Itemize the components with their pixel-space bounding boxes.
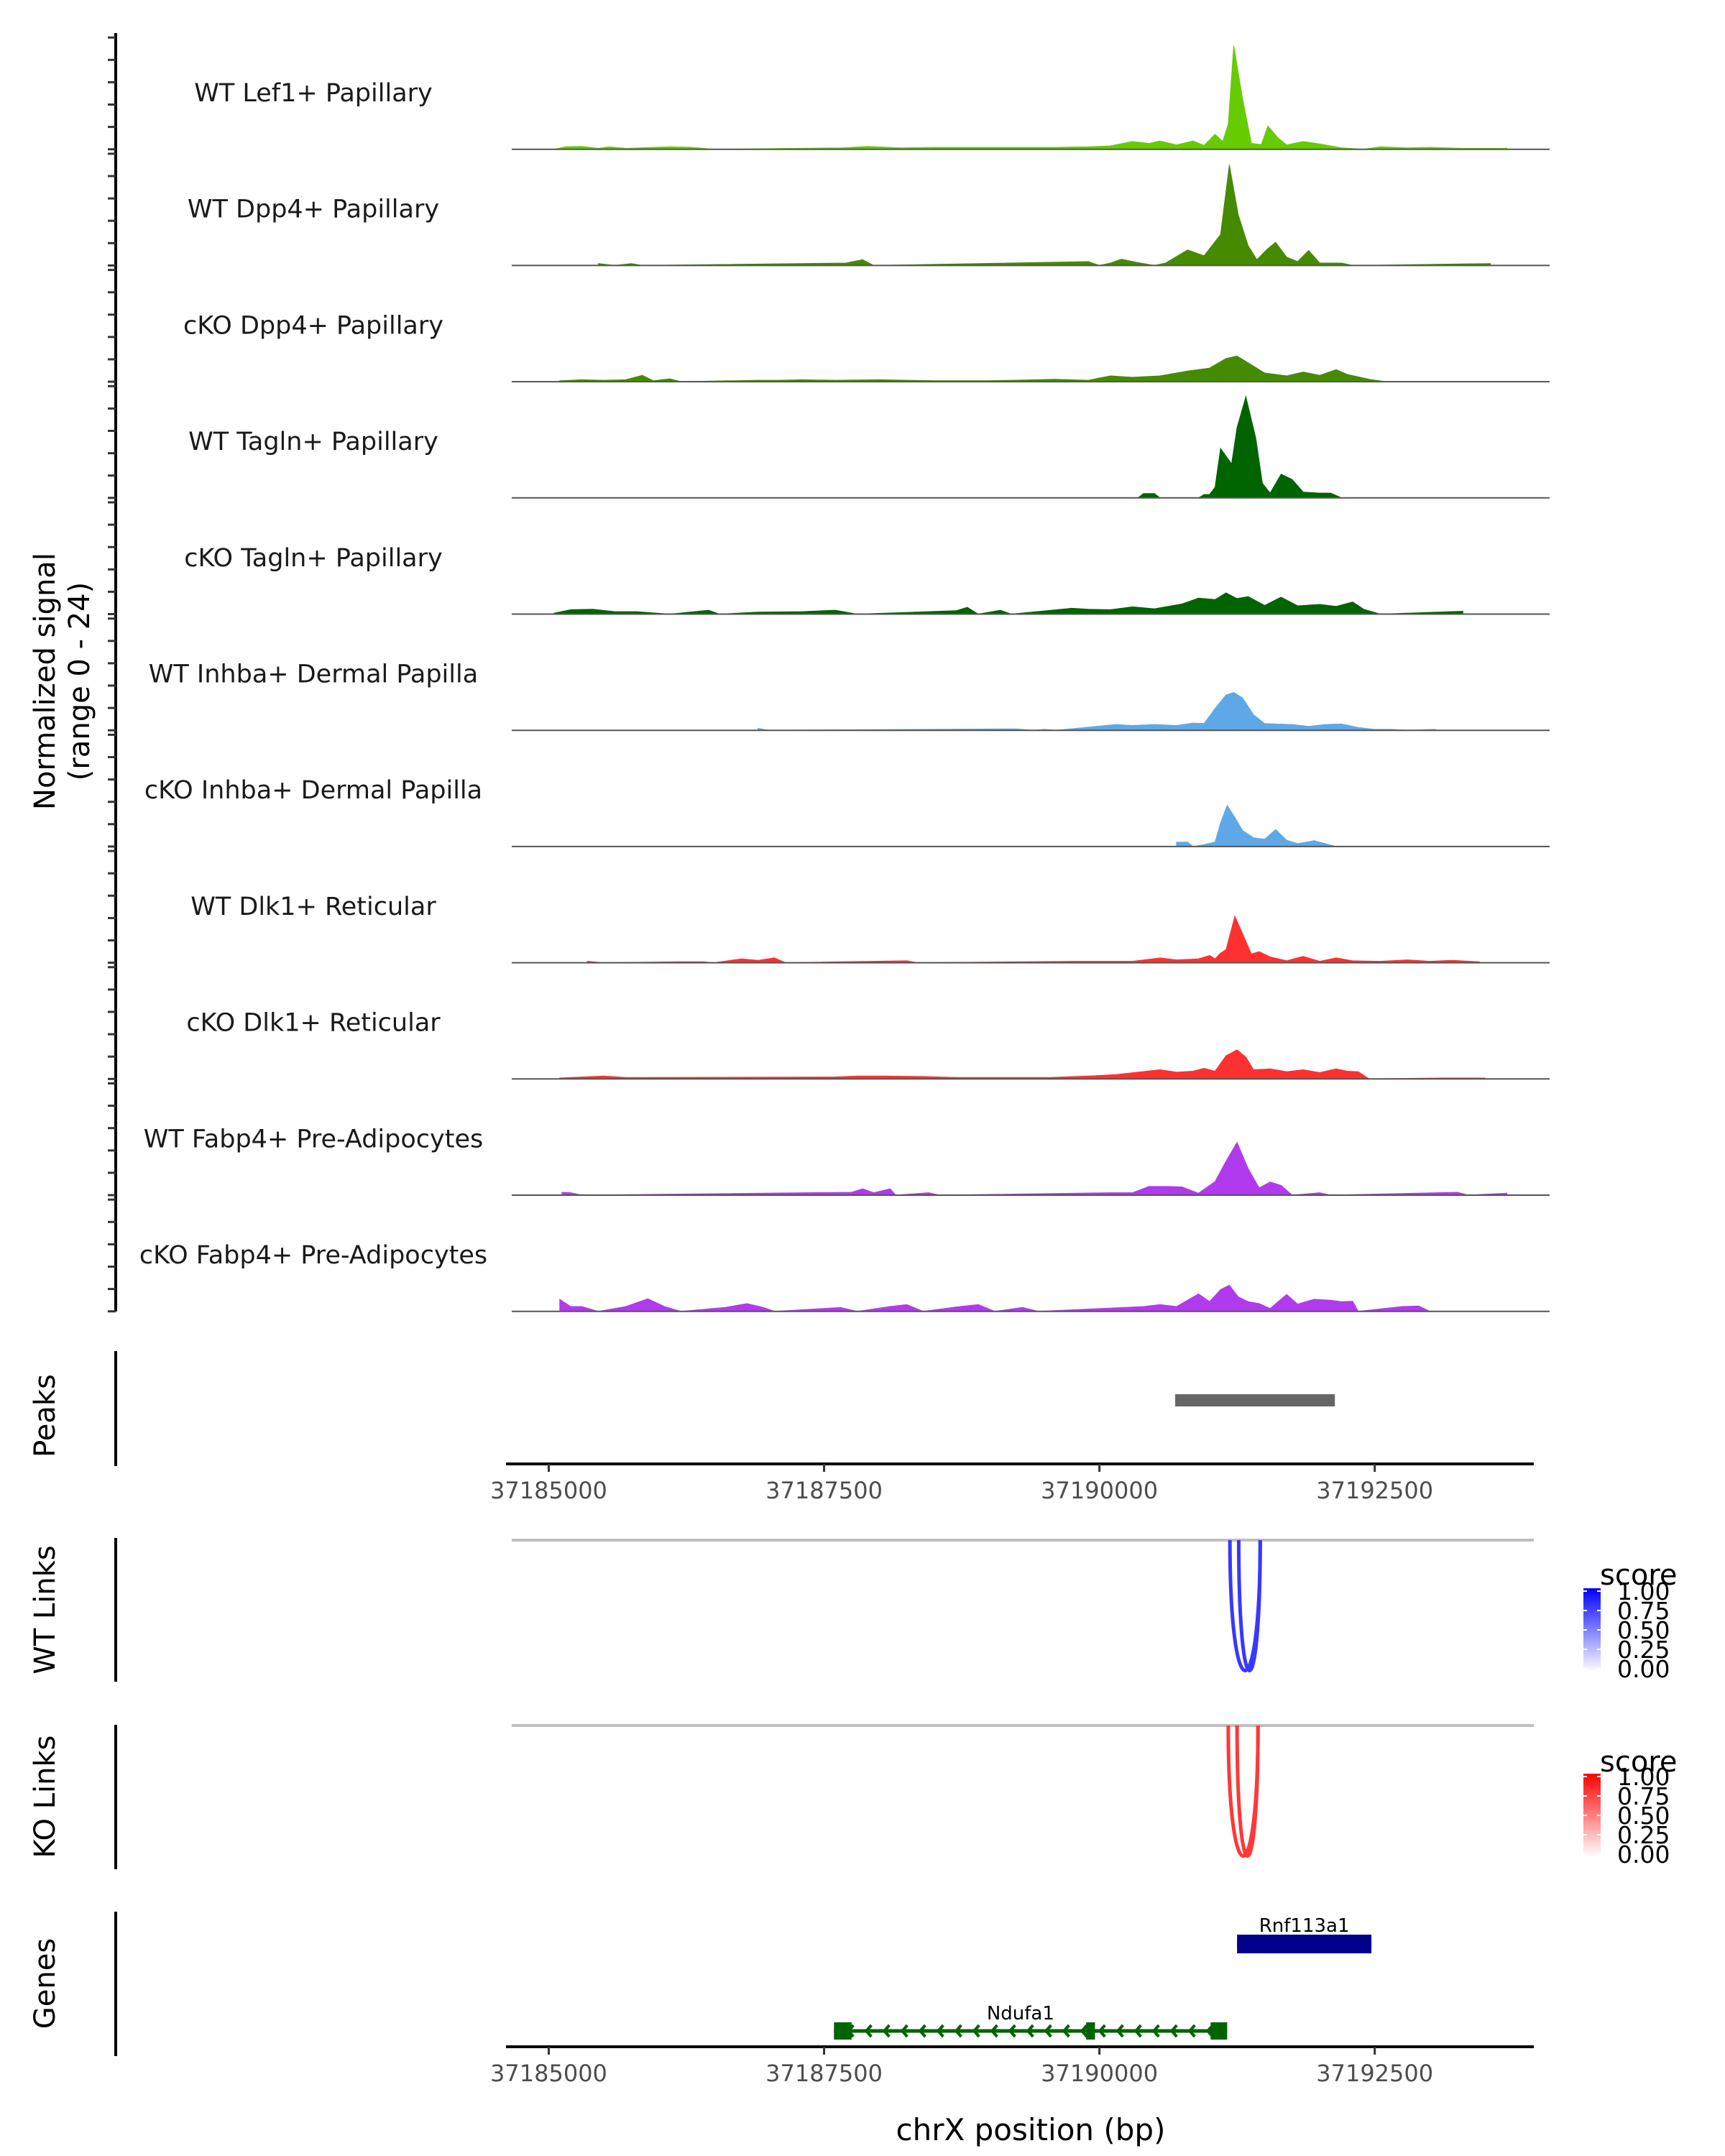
colorbar-tick-label: 0.50 (1617, 1616, 1670, 1644)
track-label: cKO Fabp4+ Pre-Adipocytes (139, 1241, 487, 1270)
coverage-panel: WT Lef1+ Papillary WT Dpp4+ Papillary cKO … (108, 33, 1550, 1313)
link-arc (1235, 1725, 1260, 1858)
colorbar-tick-label: 0.75 (1617, 1782, 1670, 1810)
ko-links-legend-title: score (1600, 1746, 1677, 1779)
x-axis-bottom-tick-label: 37192500 (1316, 2060, 1433, 2087)
strand-arrow-icon (936, 2024, 944, 2038)
track-label: WT Inhba+ Dermal Papilla (149, 660, 478, 689)
x-axis-top-tick-label: 37187500 (765, 1477, 883, 1504)
x-axis-bottom-tick-label: 37190000 (1041, 2060, 1158, 2087)
strand-arrow-icon (1133, 2024, 1142, 2038)
coverage-area-10 (561, 1141, 1507, 1196)
colorbar-tick-label: 1.00 (1617, 1577, 1670, 1606)
coverage-area-7 (1176, 804, 1337, 847)
colorbar-tick-label: 0.50 (1617, 1802, 1670, 1830)
exon (1237, 1935, 1372, 1953)
peak-region (1175, 1394, 1335, 1406)
strand-arrow-icon (990, 2024, 998, 2038)
wt-links-track: WT Links score 1.000.750.500.250.00 (29, 1538, 1677, 1683)
track-label: cKO Inhba+ Dermal Papilla (144, 776, 482, 805)
link-arc (1236, 1539, 1262, 1672)
coverage-area-1 (553, 45, 1507, 150)
track-label: WT Lef1+ Papillary (194, 79, 433, 108)
exon (1210, 2022, 1228, 2040)
x-axis-bottom-tick-label: 37187500 (765, 2060, 883, 2087)
coverage-area-9 (559, 1049, 1486, 1079)
x-axis-top: 37185000 37187500 37190000 37192500 (490, 1462, 1534, 1504)
coverage-area-5 (553, 592, 1463, 615)
strand-arrow-icon (864, 2024, 873, 2038)
y-axis-title-line1: Normalized signal (29, 553, 62, 810)
track-label: WT Fabp4+ Pre-Adipocytes (144, 1125, 483, 1153)
strand-arrow-icon (972, 2024, 980, 2038)
gene-name-label: Rnf113a1 (1259, 1915, 1350, 1937)
x-axis-title: chrX position (bp) (896, 2112, 1166, 2147)
genes-track: Genes Rnf113a1 Ndufa1 (29, 1912, 1372, 2056)
colorbar-tick-label: 1.00 (1617, 1763, 1670, 1791)
colorbar-tick-label: 0.25 (1617, 1821, 1670, 1849)
track-label: WT Tagln+ Papillary (188, 428, 438, 456)
colorbar-tick-label: 0.00 (1617, 1655, 1670, 1683)
strand-arrow-icon (954, 2024, 962, 2038)
strand-arrow-icon (1080, 2024, 1088, 2038)
x-axis-bottom-tick-label: 37185000 (490, 2060, 607, 2087)
exon (834, 2022, 852, 2040)
strand-arrow-icon (1169, 2024, 1178, 2038)
coverage-area-3 (559, 355, 1386, 382)
colorbar-tick-label: 0.25 (1617, 1636, 1670, 1664)
exon (1086, 2022, 1095, 2040)
strand-arrow-icon (1008, 2024, 1016, 2038)
x-axis-top-tick-label: 37190000 (1041, 1477, 1158, 1504)
strand-arrow-icon (1151, 2024, 1160, 2038)
coverage-area-2 (597, 165, 1491, 266)
coverage-y-axis-label: Normalized signal (range 0 - 24) (29, 553, 96, 810)
colorbar-tick-label: 0.00 (1617, 1841, 1670, 1869)
x-axis-top-tick-label: 37192500 (1316, 1477, 1433, 1504)
track-label: WT Dpp4+ Papillary (188, 195, 439, 224)
gene-name-label: Ndufa1 (987, 2003, 1054, 2024)
strand-arrow-icon (1116, 2024, 1124, 2038)
coverage-area-8 (586, 915, 1480, 964)
strand-arrow-icon (1187, 2024, 1196, 2038)
track-label: WT Dlk1+ Reticular (190, 893, 436, 921)
wt-links-legend-title: score (1600, 1559, 1677, 1592)
x-axis-top-tick-label: 37185000 (490, 1477, 607, 1504)
colorbar-tick-label: 0.75 (1617, 1597, 1670, 1625)
genes-track-label: Genes (29, 1938, 62, 2029)
track-label: cKO Dlk1+ Reticular (186, 1009, 441, 1038)
ko-links-track-label: KO Links (29, 1736, 62, 1858)
strand-arrow-icon (1098, 2024, 1106, 2038)
track-label: cKO Tagln+ Papillary (184, 544, 443, 573)
strand-arrow-icon (1062, 2024, 1070, 2038)
strand-arrow-icon (918, 2024, 926, 2038)
strand-arrow-icon (882, 2024, 891, 2038)
coverage-area-6 (758, 692, 1436, 731)
wt-links-track-label: WT Links (29, 1545, 62, 1674)
peaks-track-label: Peaks (29, 1374, 62, 1457)
track-label: cKO Dpp4+ Papillary (183, 311, 443, 340)
y-axis-title-line2: (range 0 - 24) (63, 582, 96, 780)
strand-arrow-icon (900, 2024, 908, 2038)
x-axis-bottom: chrX position (bp) 37185000 37187500 37190… (490, 2045, 1534, 2147)
peaks-track: Peaks (29, 1351, 1335, 1466)
coverage-area-11 (559, 1284, 1430, 1312)
strand-arrow-icon (1026, 2024, 1034, 2038)
ko-links-track: KO Links score 1.000.750.500.250.00 (29, 1724, 1677, 1869)
strand-arrow-icon (1044, 2024, 1052, 2038)
coverage-area-4 (1136, 395, 1342, 499)
